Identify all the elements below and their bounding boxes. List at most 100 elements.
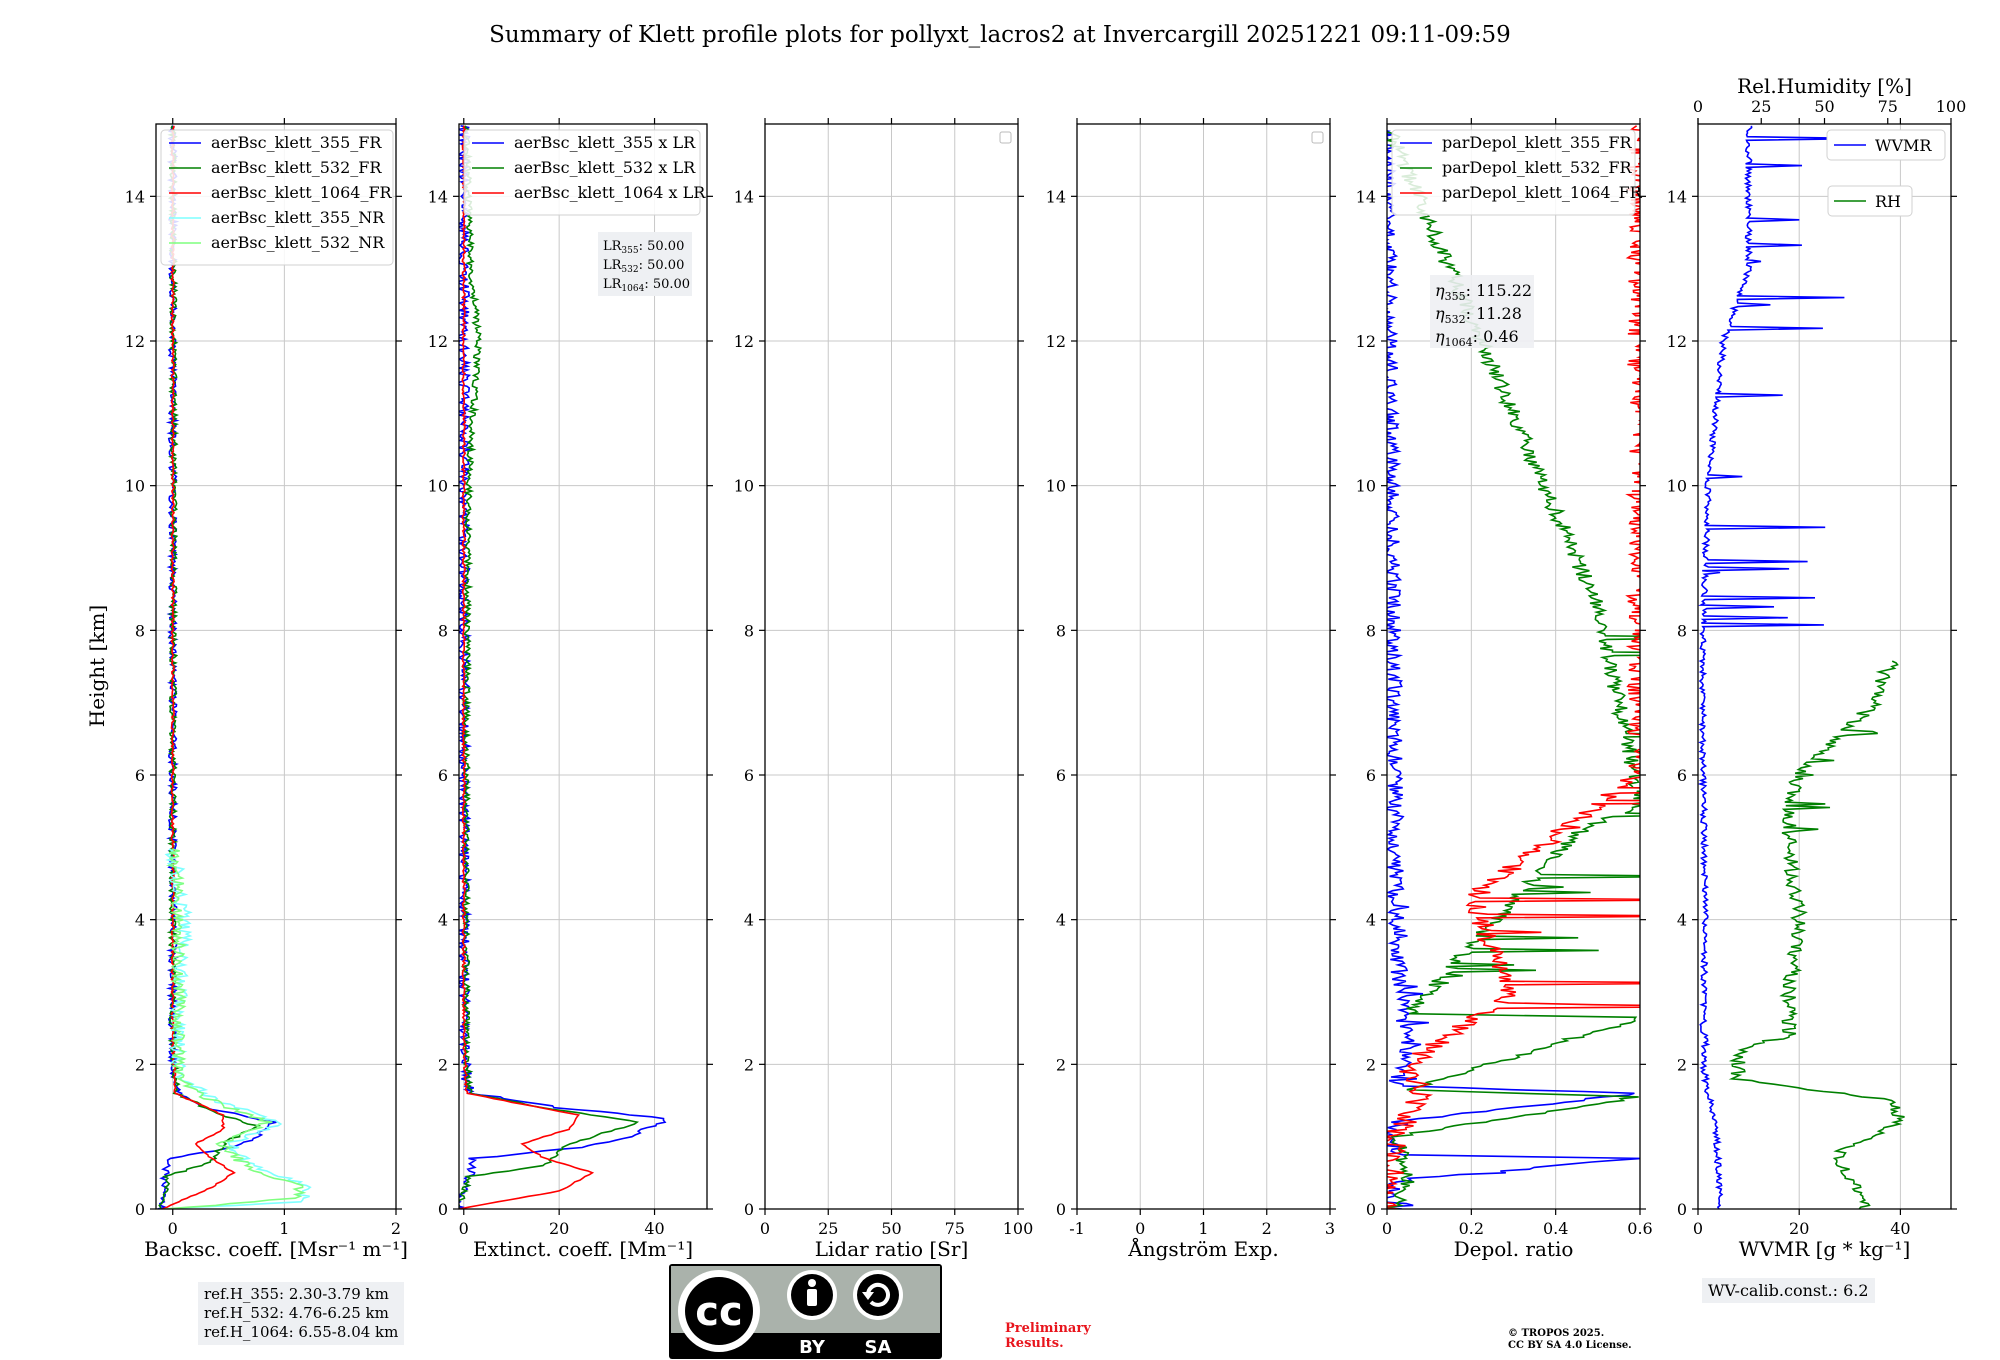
preliminary-line-1: Preliminary [1005, 1321, 1091, 1336]
y-tick-label: 8 [744, 621, 754, 640]
top-x-tick-label: 50 [1814, 97, 1834, 116]
axes-frame [458, 123, 708, 1210]
series-parDepol_klett_1064_FR [1387, 125, 1640, 1209]
legend-box [1391, 129, 1636, 216]
x-tick-label: 40 [644, 1219, 664, 1238]
y-tick-label: 0 [438, 1200, 448, 1219]
series-aerBsc_klett_532_NR [164, 848, 307, 1209]
y-tick-label: 12 [1667, 332, 1687, 351]
ref-height-box: ref.H_355: 2.30-3.79 km ref.H_532: 4.76-… [198, 1282, 405, 1345]
x-axis-label: Backsc. coeff. [Msr⁻¹ m⁻¹] [144, 1237, 408, 1261]
y-tick-label: 6 [744, 766, 754, 785]
x-axis-label: Lidar ratio [Sr] [815, 1237, 969, 1261]
y-tick-label: 6 [1056, 766, 1066, 785]
legend: parDepol_klett_355_FR parDepol_klett_532_… [1391, 129, 1643, 216]
y-axis-label: Height [km] [85, 605, 109, 727]
legend: WVMR RH [1826, 129, 1946, 217]
series-aerBsc_klett_355_NR [164, 848, 312, 1209]
y-tick-label: 14 [1667, 187, 1687, 206]
panel-3: 0 25 50 75 100 0 2 4 6 8 10 12 14 Lidar ratio [Sr] [734, 118, 1034, 1261]
axes-frame [155, 123, 397, 1210]
y-tick-label: 0 [744, 1200, 754, 1219]
y-tick-label: 2 [1677, 1055, 1687, 1074]
y-tick-label: 4 [744, 911, 754, 930]
empty-legend [999, 131, 1012, 144]
y-tick-label: 10 [1046, 477, 1066, 496]
x-tick-label: 1 [279, 1219, 289, 1238]
x-tick-label: 0 [1693, 1219, 1703, 1238]
wv-calib-text: WV-calib.const.: 6.2 [1708, 1281, 1869, 1300]
x-tick-label: 20 [549, 1219, 569, 1238]
legend-box [160, 129, 394, 266]
series-aerBsc_klett_532 x LR [459, 125, 640, 1209]
y-tick-label: 12 [1046, 332, 1066, 351]
legend-box-rh [1827, 185, 1913, 217]
y-tick-label: 6 [1366, 766, 1376, 785]
y-tick-label: 2 [1056, 1055, 1066, 1074]
y-tick-label: 6 [135, 766, 145, 785]
legend-label: aerBsc_klett_355 x LR [514, 133, 696, 152]
lidar-ratio-2: LR1064: 50.00 [603, 277, 690, 294]
empty-legend [1311, 131, 1324, 144]
panel-2: 0 20 40 0 2 4 6 8 10 12 14 Extinct. coeff. [Mm⁻¹] ae… [428, 118, 713, 1261]
y-tick-label: 4 [1366, 911, 1376, 930]
y-tick-label: 12 [125, 332, 145, 351]
legend-label: aerBsc_klett_1064 x LR [514, 183, 706, 202]
x-axis-label: Extinct. coeff. [Mm⁻¹] [473, 1237, 693, 1261]
x-tick-label: 2 [391, 1219, 401, 1238]
preliminary-note: Preliminary Results. [1005, 1321, 1091, 1351]
y-tick-label: 6 [438, 766, 448, 785]
cc-circle-inner [685, 1277, 753, 1345]
axes-frame [1386, 123, 1641, 1210]
lidar-ratio-info: LR355: 50.00 LR532: 50.00 LR1064: 50.00 [598, 232, 692, 296]
info-box [1430, 275, 1534, 348]
legend-label: aerBsc_klett_532_FR [211, 158, 382, 177]
x-tick-label: 0.2 [1459, 1219, 1484, 1238]
by-icon-head [808, 1279, 816, 1287]
sa-icon-arrowhead [862, 1292, 874, 1300]
eta-0: η355: 115.22 [1435, 281, 1532, 303]
y-tick-label: 8 [1677, 621, 1687, 640]
axes-frame [1697, 123, 1952, 1210]
ref-height-355: ref.H_355: 2.30-3.79 km [204, 1285, 389, 1303]
legend-label: aerBsc_klett_1064_FR [211, 183, 393, 202]
x-tick-label: 0 [1382, 1219, 1392, 1238]
y-tick-label: 4 [438, 911, 448, 930]
x-tick-label: 2 [1262, 1219, 1272, 1238]
y-tick-label: 4 [135, 911, 145, 930]
wv-calib-box: WV-calib.const.: 6.2 [1702, 1278, 1875, 1303]
y-tick-label: 10 [734, 477, 754, 496]
ref-height-1064: ref.H_1064: 6.55-8.04 km [204, 1323, 399, 1341]
top-x-tick-label: 100 [1936, 97, 1967, 116]
y-tick-label: 12 [734, 332, 754, 351]
legend-label: aerBsc_klett_355_FR [211, 133, 382, 152]
x-tick-label: 25 [818, 1219, 838, 1238]
y-tick-label: 14 [1356, 187, 1376, 206]
y-tick-label: 12 [1356, 332, 1376, 351]
y-tick-label: 8 [438, 621, 448, 640]
series-RH [1728, 660, 1905, 1209]
lidar-ratio-1: LR532: 50.00 [603, 258, 684, 275]
legend-label: parDepol_klett_532_FR [1442, 158, 1633, 177]
copyright-line-2: CC BY SA 4.0 License. [1508, 1340, 1632, 1351]
x-tick-label: 100 [1003, 1219, 1034, 1238]
cc-license-badge: cc BY SA [669, 1264, 942, 1359]
x-tick-label: 0.6 [1627, 1219, 1652, 1238]
x-tick-label: 3 [1325, 1219, 1335, 1238]
y-tick-label: 8 [1366, 621, 1376, 640]
y-tick-label: 14 [125, 187, 145, 206]
top-x-tick-label: 75 [1878, 97, 1898, 116]
y-tick-label: 10 [428, 477, 448, 496]
eta-1: η532: 11.28 [1435, 304, 1522, 326]
x-tick-label: 50 [881, 1219, 901, 1238]
x-tick-label: -1 [1069, 1219, 1085, 1238]
x-tick-label: 75 [945, 1219, 965, 1238]
y-tick-label: 14 [428, 187, 448, 206]
panel-5: 0 0.2 0.4 0.6 0 2 4 6 8 10 12 14 Depol. ratio parDepo… [1356, 118, 1653, 1261]
legend-label: RH [1875, 192, 1901, 211]
x-tick-label: 0 [760, 1219, 770, 1238]
legend-label: parDepol_klett_355_FR [1442, 133, 1633, 152]
y-tick-label: 0 [135, 1200, 145, 1219]
